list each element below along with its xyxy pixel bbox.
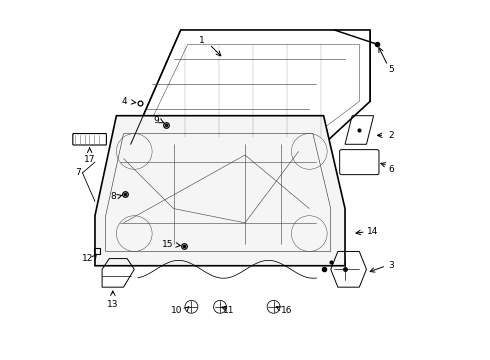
Text: 10: 10 (171, 306, 182, 315)
Text: 2: 2 (388, 131, 393, 140)
Polygon shape (95, 116, 345, 266)
Text: 8: 8 (111, 192, 117, 201)
Text: 4: 4 (122, 97, 127, 106)
Text: 3: 3 (388, 261, 393, 270)
Text: 14: 14 (367, 227, 378, 236)
Text: 12: 12 (82, 254, 93, 263)
Text: 13: 13 (107, 300, 119, 309)
Text: 16: 16 (281, 306, 292, 315)
Text: 5: 5 (388, 65, 393, 74)
Text: 7: 7 (75, 168, 81, 177)
Text: 11: 11 (223, 306, 234, 315)
FancyBboxPatch shape (73, 134, 106, 145)
Text: 1: 1 (199, 36, 205, 45)
Text: 9: 9 (153, 116, 159, 125)
Text: 17: 17 (84, 155, 96, 164)
Text: 6: 6 (388, 165, 393, 174)
Text: 15: 15 (162, 240, 173, 249)
